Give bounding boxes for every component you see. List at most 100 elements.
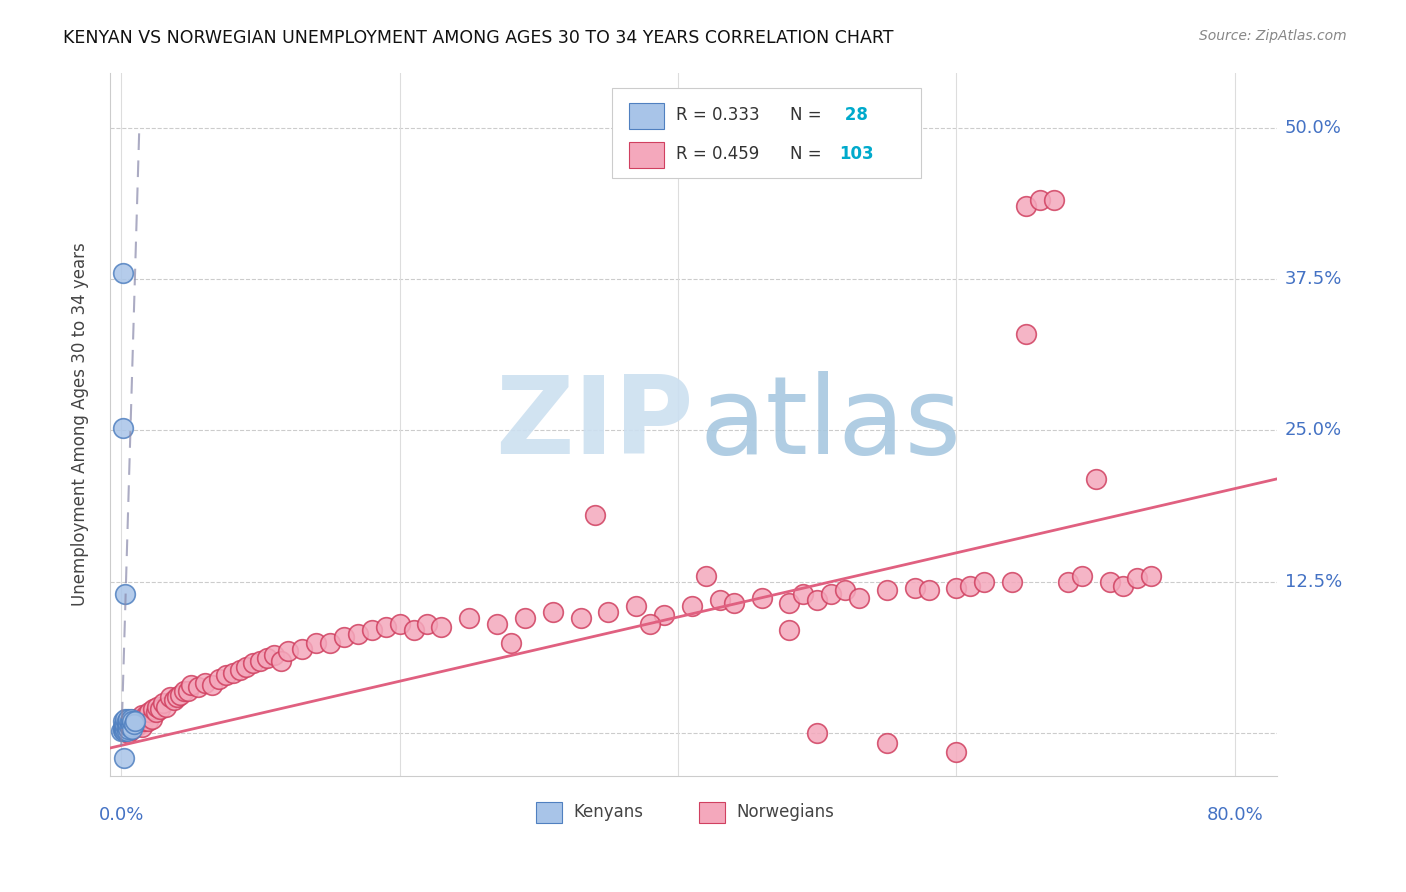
Point <box>114 712 136 726</box>
Point <box>374 620 396 634</box>
Point <box>112 724 135 739</box>
Point <box>163 692 186 706</box>
Point <box>1084 472 1107 486</box>
Point <box>305 635 328 649</box>
Text: N =: N = <box>790 145 827 163</box>
Point <box>111 421 134 435</box>
Point <box>124 716 146 731</box>
Point <box>806 593 828 607</box>
Point <box>876 736 898 750</box>
Point <box>166 690 188 705</box>
Point <box>115 724 138 739</box>
Point <box>124 712 146 726</box>
Point <box>652 607 675 622</box>
Point <box>681 599 703 614</box>
Bar <box>628 142 664 169</box>
Point <box>122 718 145 732</box>
Point <box>138 705 160 719</box>
Point <box>187 681 209 695</box>
Bar <box>536 802 561 823</box>
Text: 80.0%: 80.0% <box>1206 806 1263 824</box>
Point <box>583 508 606 523</box>
Point <box>249 654 271 668</box>
Point <box>1140 569 1163 583</box>
Point <box>430 620 453 634</box>
Point <box>904 581 927 595</box>
Point <box>180 678 202 692</box>
Point <box>129 712 152 726</box>
Point <box>959 579 981 593</box>
Point <box>118 714 141 729</box>
Point <box>499 635 522 649</box>
Point <box>115 719 138 733</box>
Point <box>131 720 153 734</box>
Point <box>122 716 145 731</box>
Point <box>114 723 136 737</box>
Point <box>242 656 264 670</box>
Point <box>1070 569 1092 583</box>
Point <box>820 587 842 601</box>
Point <box>112 716 135 731</box>
Point <box>235 660 257 674</box>
FancyBboxPatch shape <box>612 88 921 178</box>
Text: R = 0.333: R = 0.333 <box>676 106 759 124</box>
Point <box>569 611 592 625</box>
Text: 28: 28 <box>839 106 868 124</box>
Text: KENYAN VS NORWEGIAN UNEMPLOYMENT AMONG AGES 30 TO 34 YEARS CORRELATION CHART: KENYAN VS NORWEGIAN UNEMPLOYMENT AMONG A… <box>63 29 894 46</box>
Text: 37.5%: 37.5% <box>1285 270 1343 288</box>
Text: R = 0.459: R = 0.459 <box>676 145 759 163</box>
Text: ZIP: ZIP <box>495 371 693 477</box>
Point <box>1098 574 1121 589</box>
Point <box>146 699 169 714</box>
Point <box>111 266 134 280</box>
Point <box>270 654 292 668</box>
Point <box>125 719 148 733</box>
Point <box>1112 579 1135 593</box>
Point <box>128 716 150 731</box>
Point <box>118 720 141 734</box>
Point <box>848 591 870 605</box>
Point <box>136 714 159 729</box>
Point <box>695 569 717 583</box>
Point <box>256 651 278 665</box>
Point <box>112 750 135 764</box>
Point <box>333 630 356 644</box>
Text: N =: N = <box>790 106 827 124</box>
Text: 103: 103 <box>839 145 873 163</box>
Point <box>114 718 136 732</box>
Point <box>228 664 250 678</box>
Point <box>1001 574 1024 589</box>
Point <box>486 617 509 632</box>
Point <box>834 583 856 598</box>
Point <box>1029 193 1052 207</box>
Point <box>135 708 157 723</box>
Point <box>152 696 174 710</box>
Point <box>142 702 165 716</box>
Point <box>388 617 411 632</box>
Text: 25.0%: 25.0% <box>1285 422 1343 440</box>
Point <box>115 714 138 729</box>
Point <box>792 587 814 601</box>
Point <box>169 688 191 702</box>
Point <box>127 714 149 729</box>
Point <box>117 722 139 736</box>
Bar <box>628 103 664 129</box>
Point <box>626 599 648 614</box>
Point <box>709 593 731 607</box>
Point <box>111 714 134 729</box>
Point <box>778 624 800 638</box>
Text: Norwegians: Norwegians <box>737 804 834 822</box>
Point <box>291 641 314 656</box>
Point <box>347 627 370 641</box>
Point <box>120 712 142 726</box>
Point <box>121 722 143 736</box>
Point <box>117 726 139 740</box>
Point <box>141 712 163 726</box>
Point <box>134 711 156 725</box>
Point <box>263 648 285 662</box>
Point <box>120 716 142 731</box>
Point <box>132 714 155 729</box>
Point <box>319 635 342 649</box>
Point <box>1015 326 1038 341</box>
Point <box>208 672 231 686</box>
